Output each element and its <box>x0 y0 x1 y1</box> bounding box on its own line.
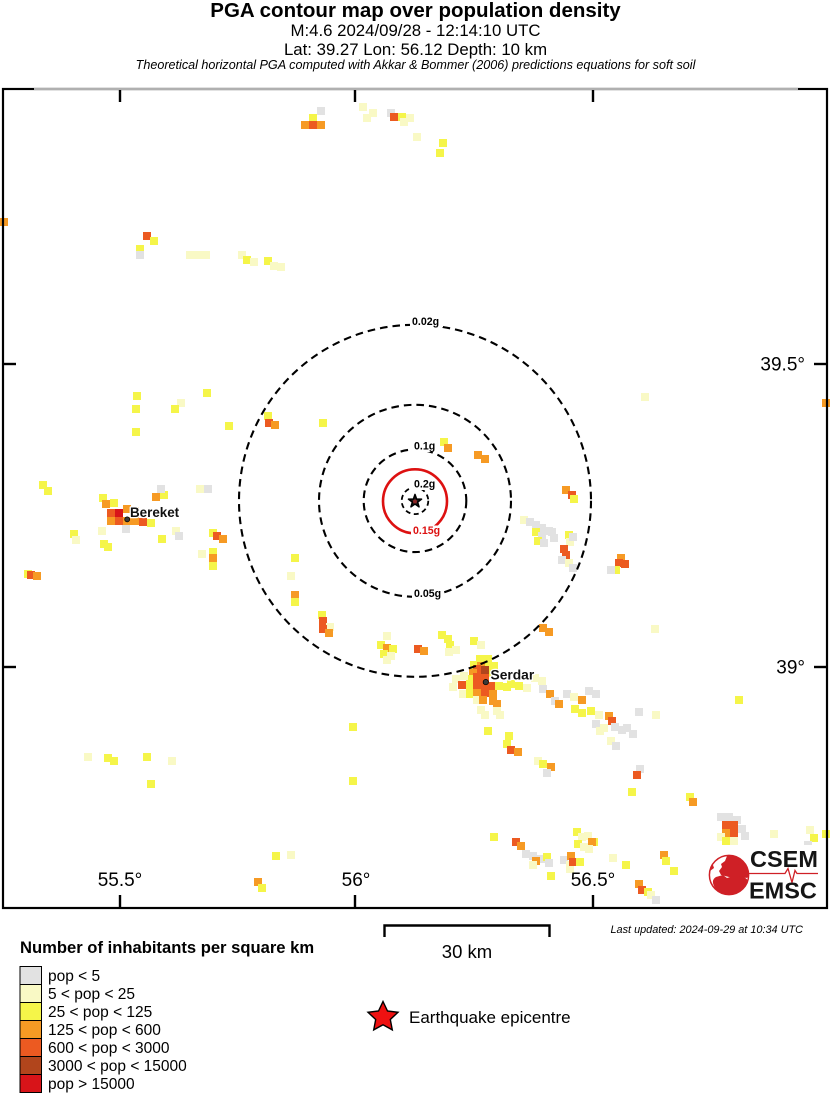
svg-text:0.02g: 0.02g <box>412 316 439 328</box>
svg-text:39°: 39° <box>776 658 805 679</box>
svg-text:Bereket: Bereket <box>130 505 180 520</box>
svg-text:30 km: 30 km <box>442 941 492 962</box>
svg-text:Serdar: Serdar <box>491 668 535 683</box>
svg-text:56°: 56° <box>342 870 371 891</box>
svg-text:CSEM: CSEM <box>750 846 818 872</box>
svg-text:0.1g: 0.1g <box>414 441 435 453</box>
svg-text:56.5°: 56.5° <box>571 870 616 891</box>
svg-text:0.05g: 0.05g <box>414 588 441 600</box>
svg-text:0.15g: 0.15g <box>413 525 440 537</box>
svg-text:EMSC: EMSC <box>749 878 817 904</box>
svg-text:39.5°: 39.5° <box>760 355 805 376</box>
svg-text:0.2g: 0.2g <box>414 479 435 491</box>
svg-text:55.5°: 55.5° <box>98 870 143 891</box>
